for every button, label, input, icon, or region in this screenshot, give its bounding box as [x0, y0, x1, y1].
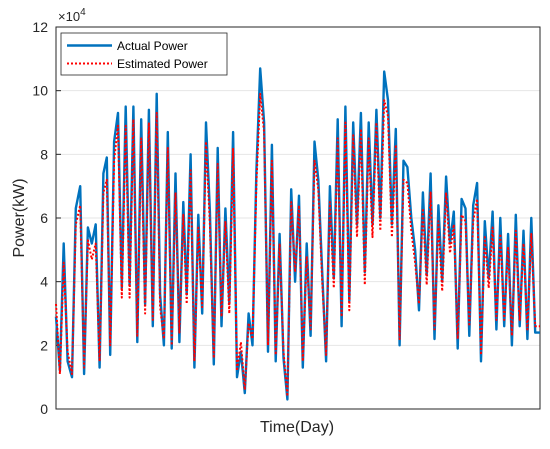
legend: Actual Power Estimated Power — [60, 32, 228, 76]
legend-box — [60, 32, 228, 76]
y-axis-label: Power(kW) — [11, 178, 28, 257]
x-axis-label: Time(Day) — [260, 419, 334, 436]
legend-label-estimated: Estimated Power — [117, 57, 208, 71]
y-tick-label: 6 — [40, 210, 48, 226]
y-tick-label: 12 — [32, 19, 48, 35]
y-tick-label: 2 — [40, 337, 48, 353]
y-tick-label: 10 — [32, 83, 48, 99]
y-axis-ticks: 0 2 4 6 8 10 12 — [32, 19, 61, 417]
series-line-1 — [55, 92, 540, 398]
y-exponent: ×104 — [58, 7, 86, 24]
series-lines — [54, 67, 540, 401]
y-tick-label: 8 — [40, 146, 48, 162]
y-tick-label: 4 — [40, 274, 48, 290]
legend-label-actual: Actual Power — [117, 39, 188, 53]
y-tick-label: 0 — [40, 401, 48, 417]
